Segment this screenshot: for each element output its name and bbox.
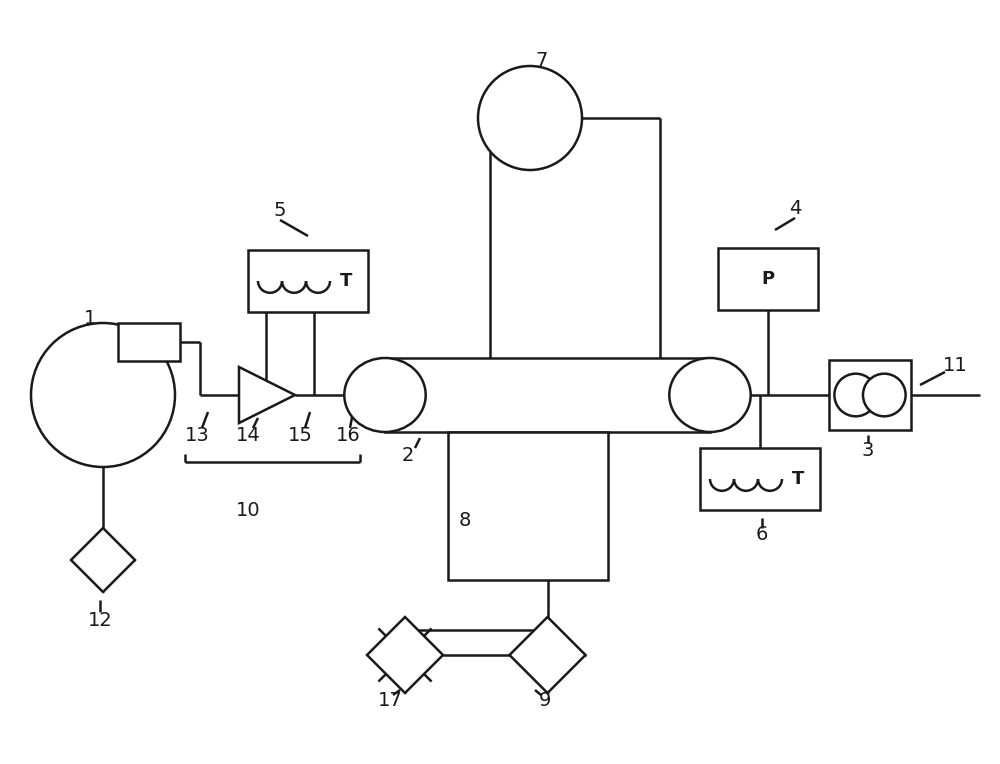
Text: 13: 13 [185, 426, 209, 445]
Text: 6: 6 [756, 526, 768, 545]
Circle shape [478, 66, 582, 170]
Text: P: P [761, 270, 775, 288]
Polygon shape [71, 528, 135, 592]
Text: 7: 7 [536, 50, 548, 70]
Text: 17: 17 [378, 691, 402, 710]
Text: 5: 5 [274, 200, 286, 219]
Text: 1: 1 [84, 309, 96, 328]
Bar [718, 248, 818, 310]
Text: 2: 2 [402, 445, 414, 465]
Text: 15: 15 [288, 426, 312, 445]
Text: 10: 10 [236, 500, 260, 520]
Bar [118, 323, 180, 361]
Bar [448, 432, 608, 580]
Text: 16: 16 [336, 426, 360, 445]
Polygon shape [367, 617, 443, 693]
Text: 12: 12 [88, 610, 112, 630]
Text: 8: 8 [459, 510, 471, 529]
Circle shape [863, 374, 906, 416]
Text: 3: 3 [862, 441, 874, 459]
Circle shape [834, 374, 877, 416]
Polygon shape [239, 367, 295, 423]
Text: 4: 4 [789, 199, 801, 218]
Circle shape [31, 323, 175, 467]
Text: 9: 9 [539, 691, 551, 710]
Text: 11: 11 [943, 355, 967, 374]
Ellipse shape [344, 358, 426, 432]
Bar [829, 360, 911, 430]
Ellipse shape [669, 358, 751, 432]
Text: T: T [340, 272, 352, 290]
Text: T: T [792, 470, 804, 488]
Bar [700, 448, 820, 510]
Text: 14: 14 [236, 426, 260, 445]
Bar [385, 358, 710, 432]
Bar [248, 250, 368, 312]
Polygon shape [510, 617, 586, 693]
